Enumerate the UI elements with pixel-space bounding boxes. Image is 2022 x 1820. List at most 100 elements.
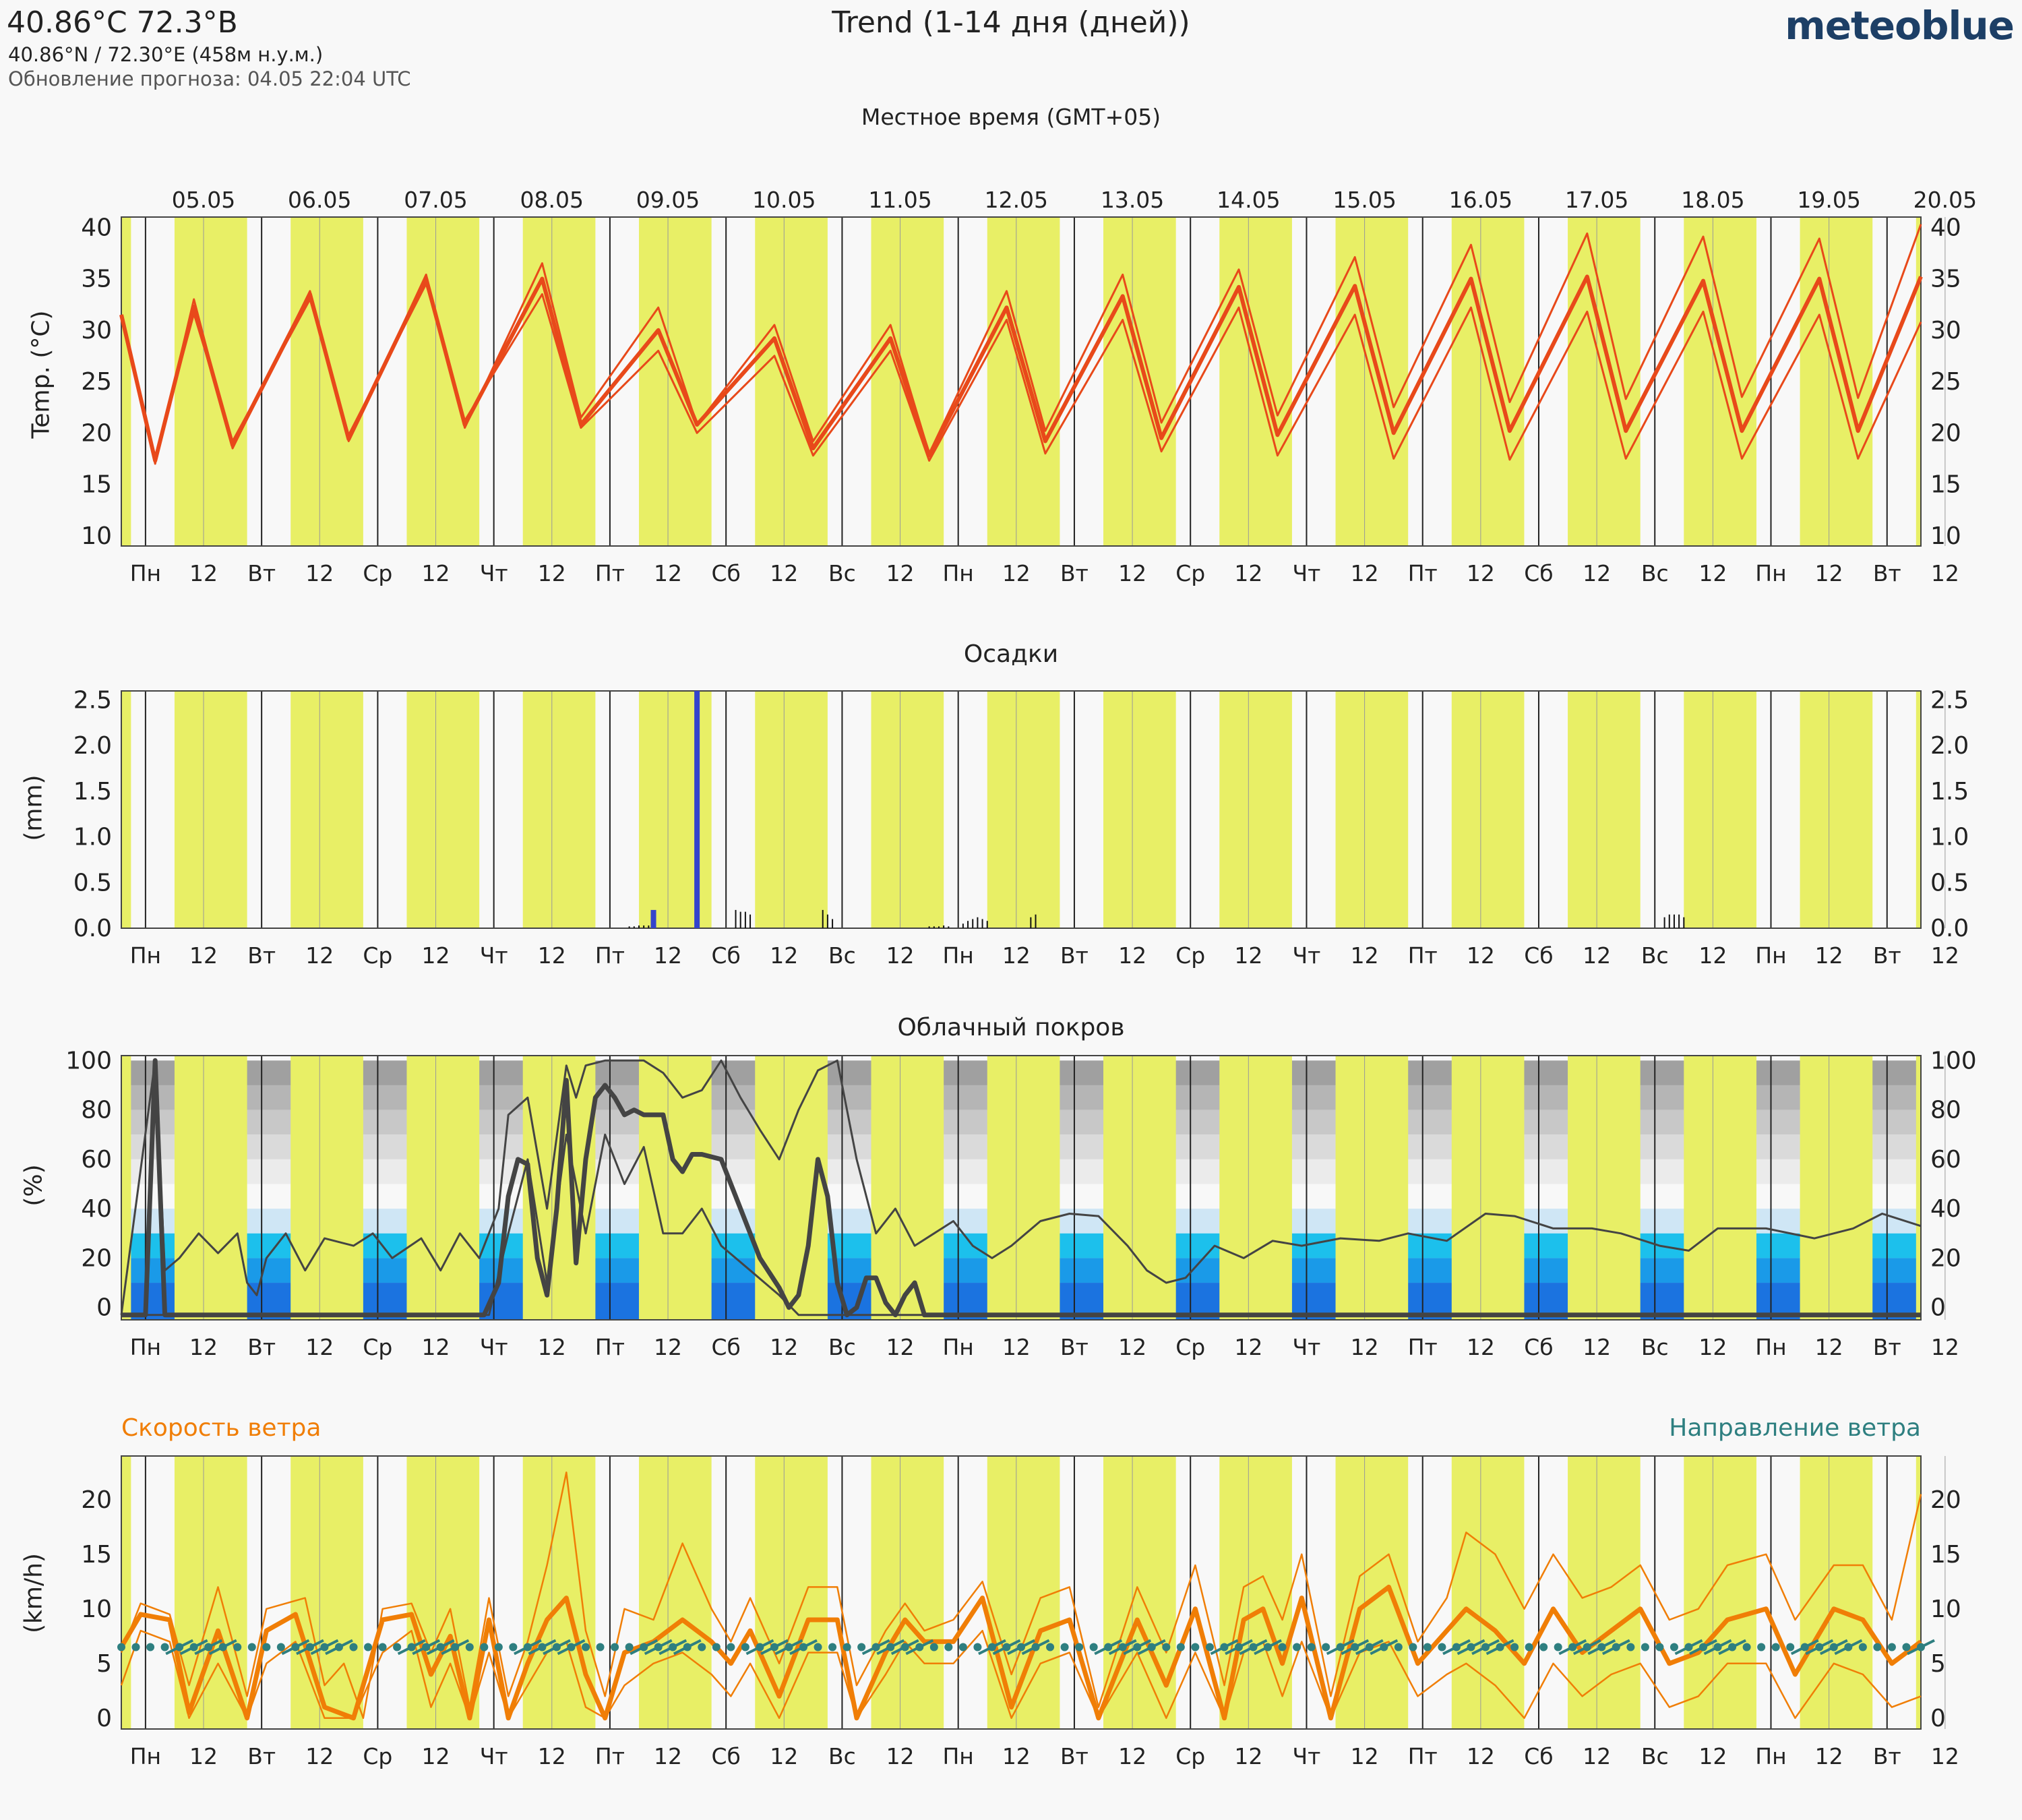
daytime-band: [1451, 217, 1525, 546]
x-tick-label: Сб: [1524, 560, 1553, 586]
wind-direction-barb: [1601, 1639, 1630, 1656]
x-tick-label: 12: [422, 1743, 450, 1769]
x-tick-label: Ср: [363, 942, 392, 969]
x-tick-label: Вт: [247, 1334, 276, 1360]
y-tick-label-right: 15: [1930, 471, 1961, 499]
y-tick-label-left: 1.0: [73, 824, 112, 851]
location-name: 40.86°C 72.3°В: [7, 5, 238, 40]
wind-direction-dot: [857, 1643, 866, 1651]
wind-direction-barb: [1558, 1639, 1587, 1656]
x-tick-label: Чт: [1293, 942, 1321, 969]
wind-direction-barb: [774, 1639, 803, 1656]
date-label: 05.05: [172, 187, 235, 213]
x-tick-label: Вс: [828, 942, 856, 969]
wind-axis-label: (km/h): [20, 1553, 48, 1633]
daytime-band: [174, 217, 247, 546]
wind-direction-barb: [1834, 1639, 1863, 1656]
x-tick-label: 12: [1118, 1743, 1146, 1769]
wind-direction-barb: [1108, 1639, 1137, 1656]
daytime-band: [406, 217, 480, 546]
x-tick-label: 12: [654, 560, 682, 586]
x-tick-label: Вс: [1641, 1743, 1669, 1769]
wind-direction-barb: [1355, 1639, 1384, 1656]
y-tick-label-left: 0: [96, 1705, 112, 1732]
wind-direction-dot: [1641, 1643, 1649, 1651]
daytime-band: [1800, 1056, 1873, 1320]
cloud-axis-label: (%): [20, 1164, 48, 1207]
x-tick-label: 12: [189, 1334, 218, 1360]
x-tick-label: Вс: [1641, 1334, 1669, 1360]
wind-speed-legend: Скорость ветра: [121, 1414, 321, 1442]
x-tick-label: Чт: [480, 942, 508, 969]
x-tick-label: Сб: [711, 1334, 740, 1360]
wind-direction-dot: [1293, 1643, 1301, 1651]
daytime-band: [406, 1456, 480, 1729]
x-tick-label: 12: [1002, 1334, 1031, 1360]
wind-direction-dot: [712, 1643, 721, 1651]
meteoblue-logo[interactable]: meteoblue: [1785, 3, 2015, 49]
daytime-band: [1684, 1456, 1756, 1729]
daytime-band: [290, 1056, 363, 1320]
wind-direction-barb: [179, 1639, 208, 1656]
date-label: 20.05: [1913, 187, 1977, 213]
y-tick-label-left: 40: [81, 214, 112, 241]
y-tick-label-right: 0: [1930, 1294, 1946, 1322]
x-tick-label: 12: [1118, 942, 1146, 969]
wind-direction-barb: [1674, 1639, 1703, 1656]
daytime-band: [1219, 1056, 1292, 1320]
y-tick-label-right: 0.5: [1930, 869, 1969, 897]
date-label: 07.05: [404, 187, 467, 213]
x-tick-label: Вт: [1873, 1334, 1901, 1360]
wind-direction-barb: [1485, 1639, 1514, 1656]
x-tick-label: 12: [305, 1334, 334, 1360]
y-tick-label-left: 20: [81, 1486, 112, 1514]
y-tick-label-right: 25: [1930, 368, 1961, 396]
wind-direction-dot: [1060, 1643, 1069, 1651]
wind-direction-dot: [1322, 1643, 1330, 1651]
date-label: 17.05: [1565, 187, 1628, 213]
wind-direction-barb: [310, 1639, 339, 1656]
y-tick-label-right: 2.5: [1930, 687, 1969, 715]
wind-direction-barb: [1805, 1639, 1834, 1656]
x-tick-label: 12: [1698, 1334, 1727, 1360]
daytime-band: [1451, 691, 1525, 928]
daytime-band: [1103, 691, 1176, 928]
wind-direction-dot: [625, 1643, 634, 1651]
x-tick-label: Вт: [1060, 560, 1089, 586]
x-tick-label: 12: [1931, 942, 1959, 969]
plot-frame: [121, 1455, 1922, 1730]
wind-direction-barb: [658, 1639, 687, 1656]
wind-direction-barb: [1239, 1639, 1268, 1656]
x-tick-label: Пт: [595, 1743, 625, 1769]
x-tick-label: 12: [1815, 560, 1843, 586]
y-tick-label-left: 40: [81, 1195, 112, 1223]
x-tick-label: 12: [1815, 942, 1843, 969]
x-tick-label: 12: [1002, 560, 1031, 586]
x-tick-label: Вт: [1060, 1334, 1089, 1360]
x-tick-label: 12: [189, 1743, 218, 1769]
wind-direction-dot: [1771, 1643, 1780, 1651]
x-tick-label: 12: [654, 1334, 682, 1360]
wind-direction-dot: [1191, 1643, 1200, 1651]
daytime-band: [1916, 1056, 1921, 1320]
wind-direction-barb: [1572, 1639, 1601, 1656]
wind-direction-barb: [514, 1639, 542, 1656]
y-tick-label-right: 40: [1930, 214, 1961, 241]
x-tick-label: Ср: [1175, 942, 1205, 969]
wind-direction-barb: [978, 1639, 1006, 1656]
x-tick-label: Чт: [1293, 1334, 1321, 1360]
daytime-band: [174, 691, 247, 928]
wind-direction-barb: [1790, 1639, 1819, 1656]
wind-direction-dot: [247, 1643, 256, 1651]
daytime-band: [406, 691, 480, 928]
timezone-label: Местное время (GMT+05): [861, 104, 1161, 130]
daytime-band: [522, 1456, 596, 1729]
x-tick-label: 12: [1815, 1743, 1843, 1769]
wind-direction-dot: [828, 1643, 837, 1651]
wind-speed-line: [120, 1629, 1922, 1720]
wind-direction-dot: [1525, 1643, 1533, 1651]
x-tick-label: 12: [1467, 942, 1495, 969]
cloud-cover-line: [121, 1133, 1921, 1316]
x-tick-label: 12: [886, 1334, 915, 1360]
y-tick-label-left: 10: [81, 522, 112, 550]
